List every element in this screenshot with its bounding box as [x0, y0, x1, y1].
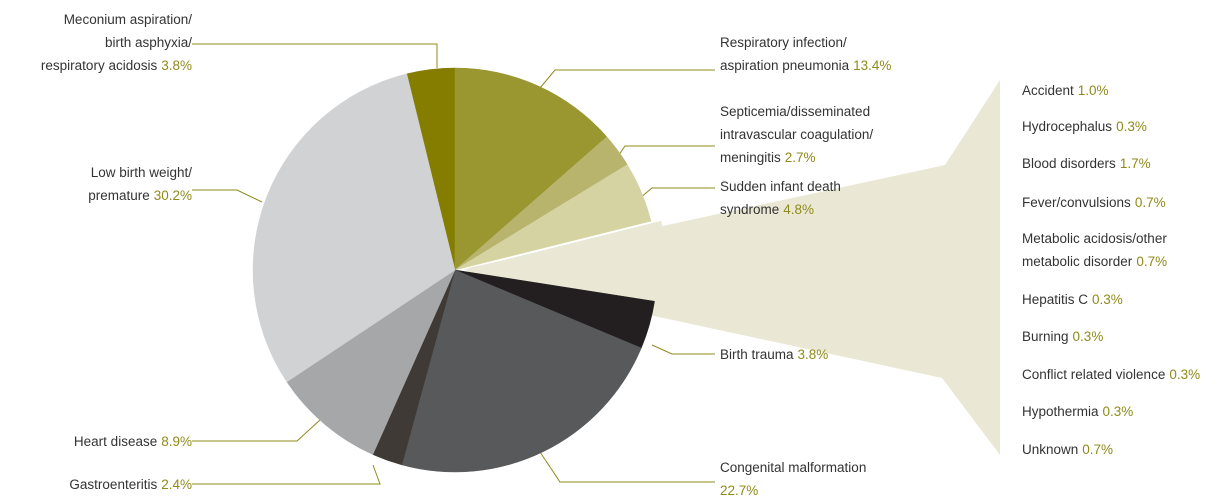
slice-label: Sudden infant death syndrome: [720, 179, 841, 217]
pie-slice: [252, 73, 456, 383]
slice-label: Accident: [1022, 83, 1074, 98]
value-label: 2.4%: [161, 477, 192, 492]
leader-line: [192, 189, 263, 203]
label-line: aspiration pneumonia: [720, 58, 850, 73]
slice-label: Hepatitis C: [1022, 292, 1088, 307]
slice-label: Hydrocephalus: [1022, 119, 1112, 134]
leader-line: [192, 43, 438, 68]
label-line: Gastroenteritis: [69, 477, 157, 492]
value-label: 13.4%: [853, 58, 891, 73]
leader-line: [651, 344, 715, 355]
label-line: Hydrocephalus: [1022, 119, 1112, 134]
slice-label: Respiratory infection/aspiration pneumon…: [720, 35, 850, 73]
label-line: metabolic disorder: [1022, 254, 1133, 269]
slice-label: Blood disorders: [1022, 156, 1116, 171]
value-label: 0.3%: [1169, 367, 1200, 382]
value-label: 3.8%: [161, 58, 192, 73]
value-label: 0.7%: [1082, 442, 1113, 457]
label-line: respiratory acidosis: [41, 58, 158, 73]
leader-line: [639, 187, 715, 199]
value-label: 0.3%: [1103, 404, 1134, 419]
label-line: Sudden infant death: [720, 179, 841, 194]
label-line: Hypothermia: [1022, 404, 1099, 419]
breakdown-callout: [468, 80, 1000, 455]
value-label: 4.8%: [783, 202, 814, 217]
pie-slice: [454, 67, 608, 271]
leader-line: [539, 69, 715, 89]
value-label: 3.8%: [798, 347, 829, 362]
label-line: Accident: [1022, 83, 1074, 98]
value-label: 2.7%: [785, 150, 816, 165]
breakdown-slice: [464, 269, 667, 302]
leader-line: [192, 464, 381, 485]
label-line: Meconium aspiration/: [64, 12, 193, 27]
label-line: Unknown: [1022, 442, 1078, 457]
label-line: premature: [88, 188, 150, 203]
slice-label: Congenital malformation: [720, 460, 866, 475]
slice-label: Heart disease: [74, 434, 157, 449]
slice-label: Hypothermia: [1022, 404, 1099, 419]
pie-slice: [454, 164, 652, 271]
leader-line: [192, 419, 321, 442]
value-label: 0.3%: [1092, 292, 1123, 307]
slice-label: Low birth weight/premature: [88, 165, 192, 203]
label-line: Fever/convulsions: [1022, 195, 1131, 210]
label-line: Burning: [1022, 329, 1069, 344]
slice-label: Conflict related violence: [1022, 367, 1165, 382]
label-line: Low birth weight/: [91, 165, 193, 180]
slice-label: Gastroenteritis: [69, 477, 157, 492]
label-line: syndrome: [720, 202, 779, 217]
slice-label: Metabolic acidosis/other metabolic disord…: [1022, 231, 1167, 269]
value-label: 30.2%: [154, 188, 192, 203]
value-label: 8.9%: [161, 434, 192, 449]
value-label: 0.7%: [1135, 195, 1166, 210]
value-label: 1.7%: [1120, 156, 1151, 171]
pie-slice: [401, 269, 642, 473]
value-label: 0.7%: [1136, 254, 1167, 269]
label-line: Birth trauma: [720, 347, 794, 362]
label-line: Blood disorders: [1022, 156, 1116, 171]
label-line: Hepatitis C: [1022, 292, 1088, 307]
slice-label: Burning: [1022, 329, 1069, 344]
label-line: birth asphyxia/: [105, 35, 192, 50]
value-label: 1.0%: [1078, 83, 1109, 98]
value-label: 22.7%: [720, 483, 758, 497]
leader-line: [539, 451, 715, 483]
value-label: 0.3%: [1073, 329, 1104, 344]
label-line: meningitis: [720, 150, 781, 165]
label-line: Metabolic acidosis/other: [1022, 231, 1167, 246]
leader-lines: [192, 43, 715, 485]
label-line: intravascular coagulation/: [720, 127, 873, 142]
slice-label: Septicemia/disseminated intravascular coa…: [720, 104, 873, 165]
slice-label: Meconium aspiration/birth asphyxia/respi…: [41, 12, 192, 73]
value-label: 0.3%: [1116, 119, 1147, 134]
slice-label: Birth trauma: [720, 347, 794, 362]
label-line: Septicemia/disseminated: [720, 104, 870, 119]
label-line: Congenital malformation: [720, 460, 866, 475]
pie-slice: [286, 269, 456, 455]
label-line: Respiratory infection/: [720, 35, 847, 50]
label-line: Conflict related violence: [1022, 367, 1165, 382]
slice-label: Fever/convulsions: [1022, 195, 1131, 210]
slice-label: Unknown: [1022, 442, 1078, 457]
label-line: Heart disease: [74, 434, 157, 449]
